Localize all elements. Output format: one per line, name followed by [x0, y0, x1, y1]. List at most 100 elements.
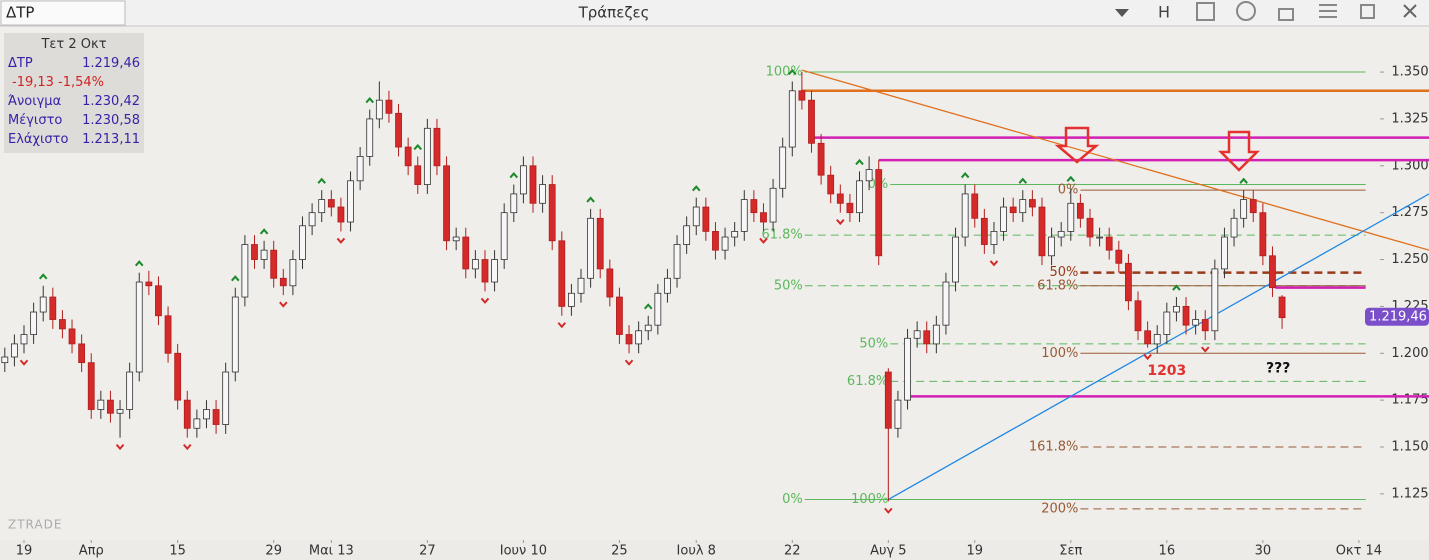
candle-body	[452, 236, 460, 242]
fractal-down	[557, 322, 567, 329]
candle-body	[1000, 206, 1007, 232]
candle-body	[1067, 202, 1075, 232]
fractal-down	[759, 237, 768, 244]
candle-body	[404, 146, 412, 167]
candle-body	[625, 334, 633, 345]
y-tick-label: 1.200	[1391, 346, 1428, 361]
fractal-up	[317, 177, 326, 184]
candle-body	[788, 90, 796, 148]
comment-icon[interactable]	[1236, 1, 1256, 21]
candle-body	[260, 249, 268, 260]
level-label: 100%	[851, 492, 888, 507]
candle-body	[222, 371, 230, 425]
candle-body	[1057, 231, 1065, 238]
symbol-box[interactable]	[0, 0, 126, 26]
x-tick-label: Αυγ 5	[870, 544, 907, 559]
candle-body	[1153, 334, 1161, 345]
candle-body	[1192, 319, 1200, 326]
info-value: 1.230,58	[82, 113, 140, 128]
info-label: Άνοιγμα	[8, 94, 62, 109]
candle-body	[1048, 236, 1055, 257]
candle-body	[1230, 217, 1238, 238]
restore-icon[interactable]	[1360, 4, 1375, 19]
candle-body	[568, 292, 575, 307]
candle-body	[606, 268, 614, 298]
fractal-up	[231, 275, 240, 282]
candle-body	[347, 180, 354, 223]
fractal-down	[183, 443, 192, 451]
candle-body	[1125, 262, 1132, 302]
fractal-up	[413, 143, 423, 151]
candle-body	[366, 118, 374, 157]
level-label: 100%	[766, 65, 803, 80]
candle-body	[145, 281, 153, 287]
candle-body	[193, 418, 201, 429]
info-label: Ελάχιστο	[8, 132, 69, 147]
y-tick-label: 1.150	[1391, 440, 1428, 455]
candle-body	[961, 193, 969, 238]
candle-body	[59, 319, 66, 330]
dropdown-icon[interactable]	[1115, 9, 1129, 17]
candle-body	[654, 292, 662, 326]
fractal-up	[643, 303, 653, 310]
fractal-up	[1018, 177, 1028, 184]
candle-body	[577, 277, 585, 294]
candle-body	[952, 236, 959, 283]
lock-icon[interactable]	[1278, 8, 1294, 21]
level-label: 161.8%	[1029, 440, 1079, 455]
candle-body	[433, 127, 441, 167]
candle-body	[231, 296, 239, 373]
candle-body	[1105, 236, 1113, 251]
candle-body	[183, 399, 191, 429]
candle-body	[731, 231, 739, 238]
fractal-down	[1200, 346, 1210, 353]
candle-body	[97, 399, 105, 410]
candle-body	[1201, 319, 1209, 332]
info-value: 1.213,11	[82, 132, 140, 147]
panel-icon[interactable]	[1196, 2, 1215, 21]
fractal-down	[115, 443, 125, 451]
annotation: ???	[1266, 360, 1290, 376]
candle-body	[904, 337, 911, 401]
title-bar	[0, 0, 1429, 26]
candle-body	[1182, 306, 1190, 326]
candle-body	[779, 146, 787, 189]
candle-body	[251, 244, 258, 260]
candle-body	[491, 259, 498, 283]
candle-body	[1221, 236, 1228, 270]
watermark: ZTRADE	[8, 518, 62, 532]
menu-icon[interactable]	[1319, 4, 1337, 18]
trendline	[801, 69, 1429, 251]
candle-body	[712, 231, 719, 251]
candle-body	[664, 277, 671, 294]
candle-body	[135, 281, 143, 373]
level-label: 200%	[1041, 501, 1078, 516]
candle-body	[500, 212, 508, 260]
x-tick-label: 22	[784, 544, 801, 559]
y-tick-label: 1.350	[1391, 65, 1428, 80]
candle-body	[923, 330, 931, 345]
x-tick-label: Σεπ	[1059, 544, 1082, 559]
fractal-up	[586, 196, 595, 203]
candle-body	[635, 330, 643, 345]
candle-body	[1086, 217, 1094, 238]
candle-body	[30, 311, 38, 335]
fractal-up	[509, 172, 519, 179]
mode-button[interactable]: H	[1158, 3, 1170, 22]
candle-body	[692, 206, 700, 227]
candle-body	[270, 249, 278, 279]
x-tick-label: 25	[611, 544, 628, 559]
candle-body	[126, 371, 134, 410]
x-tick-label: 30	[1255, 544, 1272, 559]
x-tick-label: Οκτ 14	[1336, 544, 1382, 559]
candle-body	[299, 225, 306, 260]
close-icon[interactable]	[1403, 4, 1417, 18]
candle-body	[1134, 300, 1142, 332]
candle-body	[596, 217, 604, 270]
price-tag	[1365, 307, 1429, 326]
info-label: Μέγιστο	[8, 113, 63, 128]
candle-body	[865, 169, 873, 182]
candle-body	[1115, 249, 1123, 264]
x-tick-label: Απρ	[79, 544, 104, 559]
